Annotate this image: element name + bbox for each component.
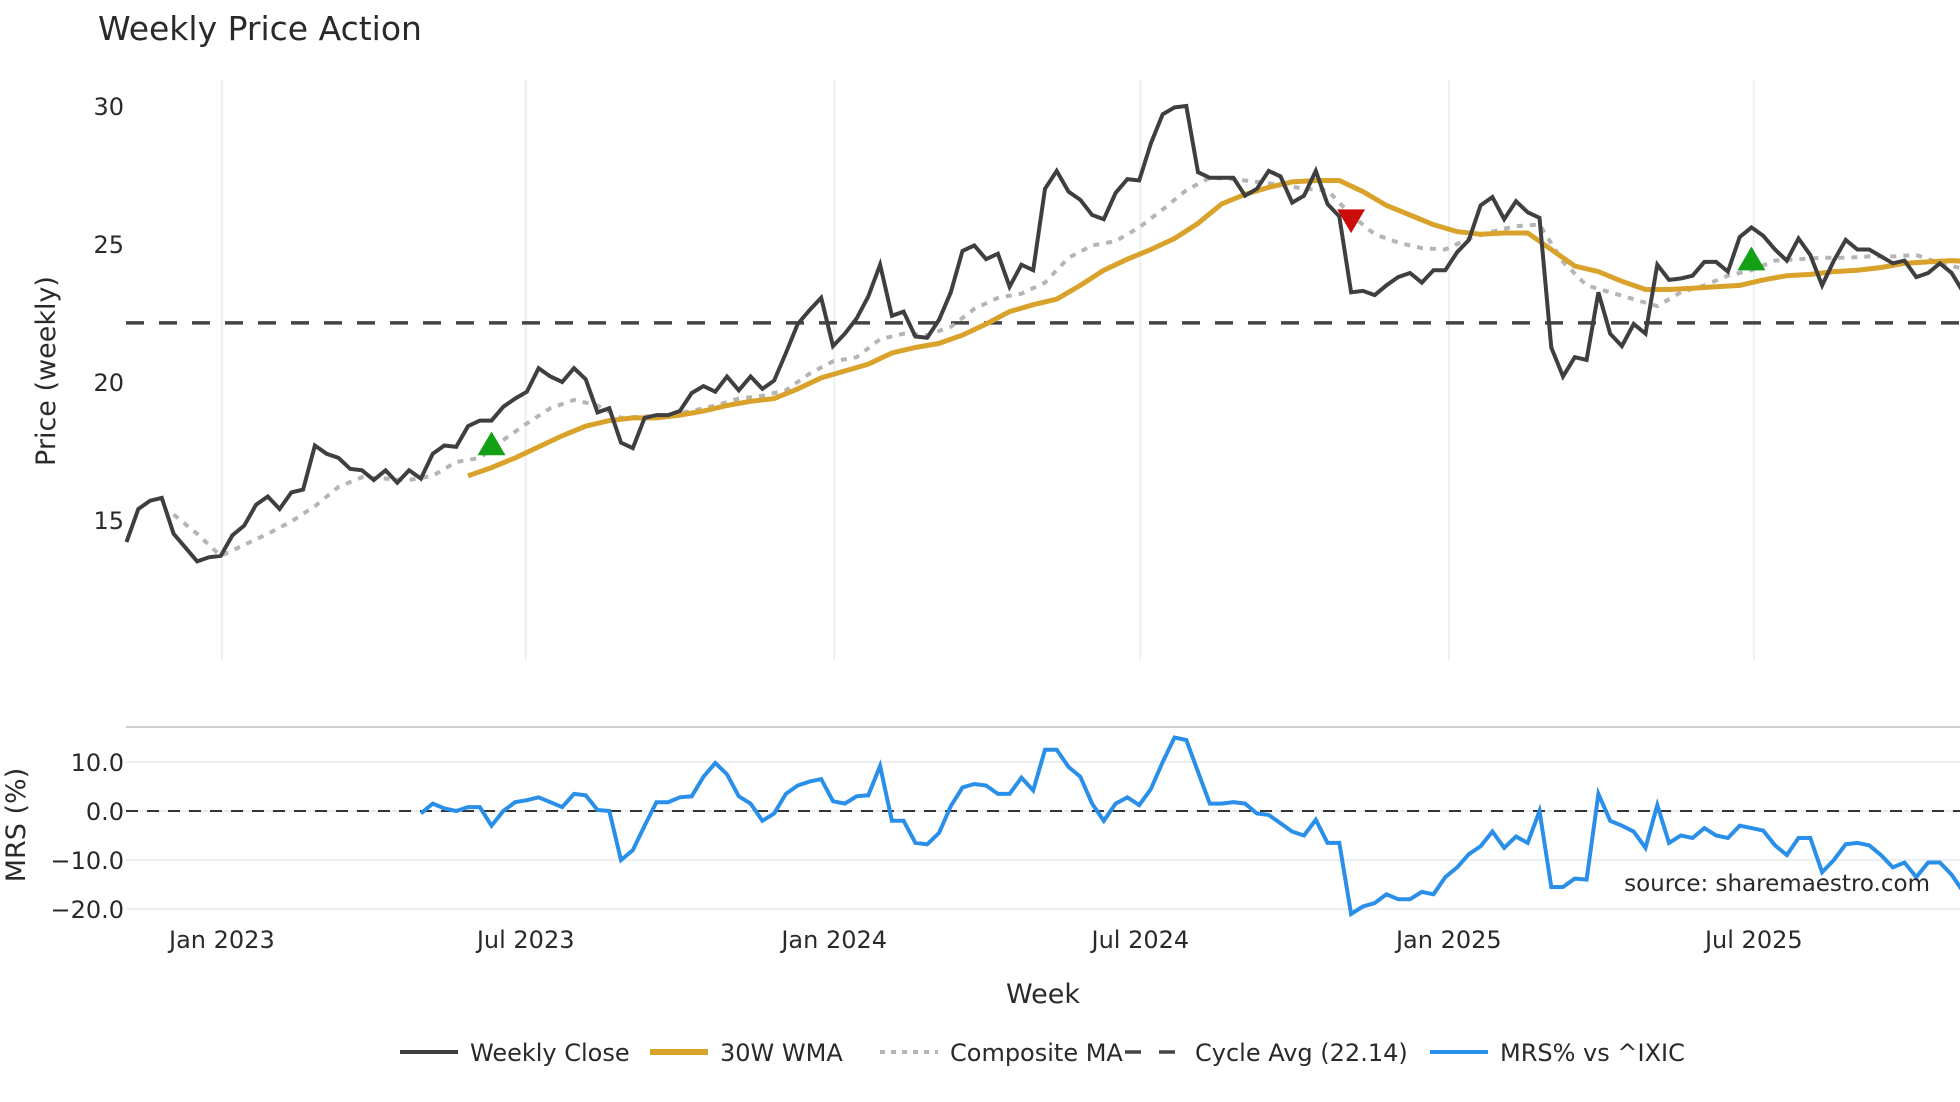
- legend-label: Weekly Close: [470, 1039, 630, 1067]
- x-tick-label: Jul 2025: [1703, 926, 1803, 954]
- mrs-line: [419, 735, 1960, 918]
- legend-item: 30W WMA: [650, 1039, 843, 1067]
- legend-label: Cycle Avg (22.14): [1195, 1039, 1408, 1067]
- legend: Weekly Close 30W WMA Composite MA Cycle Avg…: [400, 1039, 1685, 1067]
- legend-label: MRS% vs ^IXIC: [1500, 1039, 1685, 1067]
- buy-signal-triangle-up-icon: [1737, 246, 1766, 271]
- legend-item: MRS% vs ^IXIC: [1430, 1039, 1685, 1067]
- legend-label: Composite MA: [950, 1039, 1123, 1067]
- x-axis-label: Week: [1006, 979, 1080, 1010]
- weekly-close-line: [124, 103, 1960, 564]
- legend-item: Cycle Avg (22.14): [1125, 1039, 1408, 1067]
- buy-signal-triangle-up-icon: [477, 431, 506, 456]
- mrs-y-tick-label: −20.0: [50, 896, 124, 924]
- x-axis-ticks: Jan 2023 Jul 2023 Jan 2024 Jul 2024 Jan 2025…: [167, 926, 1803, 954]
- mrs-y-tick-label: −10.0: [50, 847, 124, 875]
- x-tick-label: Jul 2023: [475, 926, 575, 954]
- x-tick-label: Jan 2024: [779, 926, 887, 954]
- source-watermark: source: sharemaestro.com: [1624, 871, 1930, 897]
- legend-label: 30W WMA: [720, 1039, 843, 1067]
- x-tick-label: Jan 2023: [167, 926, 275, 954]
- price-y-tick-label: 30: [93, 93, 124, 121]
- composite-ma-line: [172, 175, 1960, 559]
- mrs-y-tick-label: 0.0: [86, 798, 124, 826]
- price-y-axis-label: Price (weekly): [31, 276, 62, 466]
- legend-item: Composite MA: [880, 1039, 1123, 1067]
- price-y-tick-label: 15: [93, 507, 124, 535]
- sell-signal-triangle-down-icon: [1337, 209, 1366, 234]
- price-y-tick-label: 25: [93, 231, 124, 259]
- wma-30w-line: [467, 178, 1960, 479]
- price-y-tick-label: 20: [93, 369, 124, 397]
- mrs-y-axis-label: MRS (%): [1, 768, 32, 883]
- price-y-axis-ticks: 15 20 25 30: [93, 93, 124, 535]
- mrs-y-axis-ticks: −20.0 −10.0 0.0 10.0: [50, 749, 124, 924]
- legend-item: Weekly Close: [400, 1039, 630, 1067]
- chart-title: Weekly Price Action: [98, 9, 422, 48]
- price-panel-gridlines: [220, 80, 1755, 660]
- x-tick-label: Jul 2024: [1089, 926, 1189, 954]
- mrs-y-tick-label: 10.0: [71, 749, 124, 777]
- x-tick-label: Jan 2025: [1394, 926, 1502, 954]
- signal-markers: [477, 209, 1766, 456]
